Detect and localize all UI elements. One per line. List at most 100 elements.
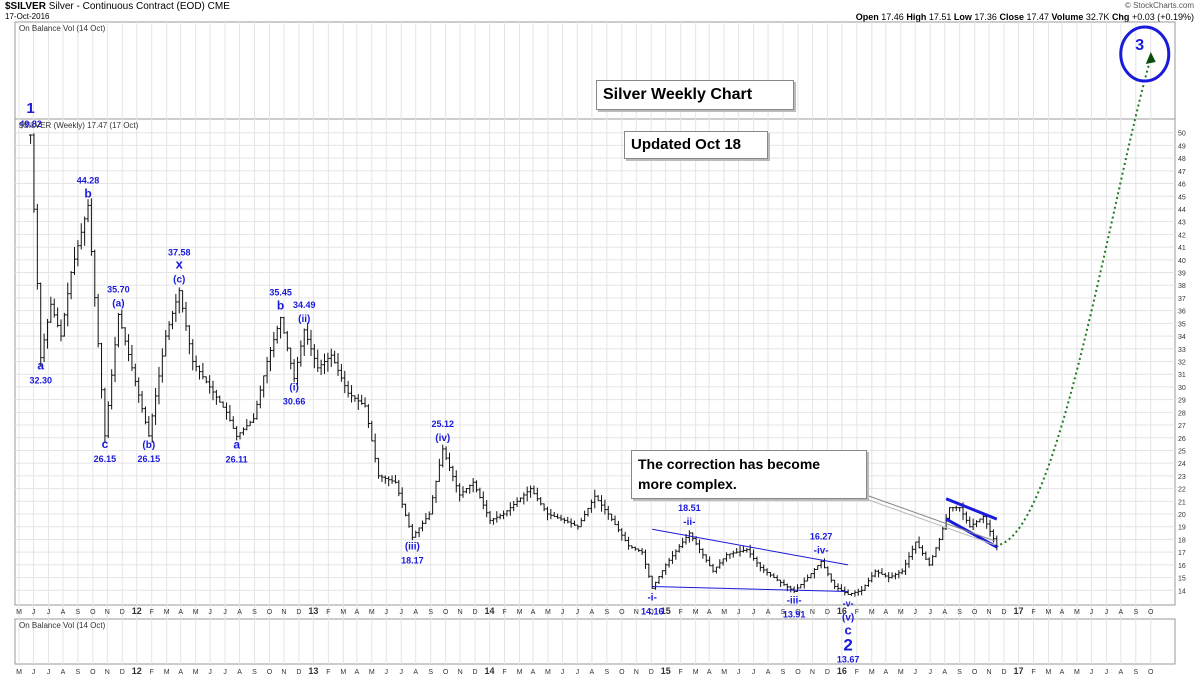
x-tick-label: F [326,669,330,676]
y-tick-label: 36 [1178,309,1186,316]
x-tick-label: S [605,609,610,616]
x-tick-label: N [105,669,110,676]
y-tick-label: 23 [1178,474,1186,481]
wave-label: 26.11 [226,454,248,464]
y-tick-label: 25 [1178,448,1186,455]
x-tick-label: M [869,609,875,616]
x-tick-label: N [458,669,463,676]
x-tick-label: 14 [485,666,495,676]
x-tick-label: M [16,669,22,676]
x-tick-label: S [252,669,257,676]
y-tick-label: 44 [1178,207,1186,214]
x-tick-label: N [281,609,286,616]
x-tick-label: M [340,669,346,676]
wave-label: 26.15 [94,454,117,464]
y-tick-label: 24 [1178,461,1186,468]
x-tick-label: J [928,609,932,616]
x-tick-label: J [1105,669,1109,676]
x-tick-label: F [150,609,154,616]
obv-bottom-label: On Balance Vol (14 Oct) [19,621,106,630]
wave-label: b [84,186,91,200]
stockcharts-credit: © StockCharts.com [1124,1,1194,10]
x-tick-label: J [913,609,917,616]
x-tick-label: A [766,669,771,676]
wave-label: 35.70 [107,284,130,294]
x-tick-label: N [987,669,992,676]
correction-comment-line2: more complex. [638,476,737,492]
y-tick-label: 49 [1178,143,1186,150]
x-tick-label: M [193,669,199,676]
wave-label: 49.82 [19,119,42,129]
x-tick-label: M [898,669,904,676]
trendline [652,528,849,566]
x-tick-label: N [634,609,639,616]
x-tick-label: A [355,609,360,616]
x-tick-label: D [825,669,830,676]
x-tick-label: J [32,609,36,616]
x-tick-label: A [883,609,888,616]
x-tick-label: A [413,669,418,676]
x-tick-label: F [150,669,154,676]
x-tick-label: M [545,669,551,676]
x-tick-label: O [267,669,273,676]
x-tick-label: N [281,669,286,676]
x-tick-label: A [178,609,183,616]
wave-3-label: 3 [1135,37,1144,54]
x-tick-label: J [47,609,51,616]
quote-summary: Open 17.46 High 17.51 Low 17.36 Close 17… [855,12,1194,22]
x-tick-label: J [385,669,389,676]
callout-leader-shadow [851,493,996,546]
x-tick-label: S [252,609,257,616]
y-tick-label: 38 [1178,283,1186,290]
wave-label: 35.45 [269,288,292,298]
y-tick-label: 48 [1178,156,1186,163]
projection-arrowhead [1145,52,1156,64]
wave-label: 32.30 [29,376,52,386]
x-tick-label: O [619,669,625,676]
x-tick-label: M [1046,609,1052,616]
x-tick-label: O [90,669,96,676]
x-tick-label: J [576,669,580,676]
wave-label: (c) [173,275,185,286]
x-tick-label: N [810,669,815,676]
x-tick-label: J [47,669,51,676]
x-tick-label: O [795,609,801,616]
wave-label: (iii) [405,541,420,552]
y-tick-label: 28 [1178,410,1186,417]
wave-label: (ii) [298,314,310,325]
x-tick-label: M [369,609,375,616]
x-tick-label: M [164,669,170,676]
x-tick-label: S [957,609,962,616]
wave-label: 18.51 [678,503,701,513]
x-tick-label: J [1105,609,1109,616]
x-tick-label: O [1148,609,1154,616]
y-tick-label: 47 [1178,169,1186,176]
x-tick-label: 17 [1014,666,1024,676]
wave-label: -ii- [683,517,695,528]
x-tick-label: M [16,609,22,616]
x-tick-label: M [164,609,170,616]
x-tick-label: O [443,669,449,676]
x-tick-label: A [942,609,947,616]
x-tick-label: A [61,669,66,676]
x-tick-label: N [105,609,110,616]
y-tick-label: 26 [1178,436,1186,443]
wave-label: 13.67 [837,654,860,664]
y-tick-label: 50 [1178,131,1186,138]
x-tick-label: M [1046,669,1052,676]
x-tick-label: O [90,609,96,616]
wave-label: 30.66 [283,397,306,407]
obv-bottom-panel [14,618,1176,665]
x-tick-label: 14 [485,606,495,616]
x-tick-label: M [340,609,346,616]
x-tick-label: N [634,669,639,676]
x-tick-label: A [1119,669,1124,676]
x-tick-label: J [208,609,212,616]
x-tick-label: D [825,609,830,616]
x-tick-label: D [649,609,654,616]
x-tick-label: J [561,609,565,616]
y-tick-label: 43 [1178,220,1186,227]
x-tick-label: 17 [1014,606,1024,616]
x-tick-label: A [590,669,595,676]
x-tick-label: D [1002,609,1007,616]
